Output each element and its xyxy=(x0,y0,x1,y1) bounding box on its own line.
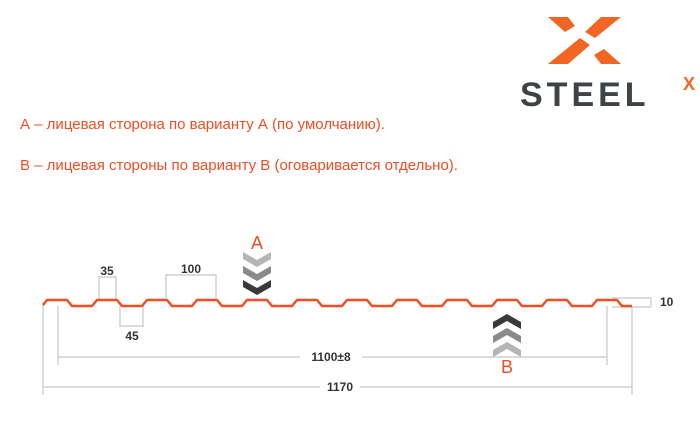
face-b-label: B xyxy=(501,357,513,377)
dim-35-lines xyxy=(98,276,117,300)
chevron xyxy=(243,280,271,295)
dim-height: 10 xyxy=(660,295,674,309)
dim-pitch: 100 xyxy=(181,262,201,276)
chevron xyxy=(493,314,521,329)
face-b-arrow-icon xyxy=(493,314,521,357)
dim-total-width: 1170 xyxy=(327,380,353,394)
face-a-arrow-icon xyxy=(243,252,271,295)
face-a-label: A xyxy=(251,233,263,253)
dim-100-lines xyxy=(165,274,217,298)
logo-superscript: X xyxy=(683,74,696,94)
logo-text: STEEL xyxy=(520,76,650,114)
logo-mark xyxy=(548,17,621,64)
note-face-a: А – лицевая сторона по варианту А (по ум… xyxy=(20,116,385,133)
dim-45-lines xyxy=(119,306,144,327)
dim-working-width: 1100±8 xyxy=(311,350,351,364)
dim-top-width: 35 xyxy=(100,264,114,278)
sheet-profile xyxy=(42,298,632,308)
chevron xyxy=(243,266,271,281)
chevron xyxy=(493,328,521,343)
dim-bottom-width: 45 xyxy=(125,329,139,343)
chevron xyxy=(493,342,521,357)
dim-1170-lines xyxy=(42,303,633,395)
chevron xyxy=(243,252,271,267)
dim-1100-lines xyxy=(57,306,608,365)
note-face-b: В – лицевая стороны по варианту В (огова… xyxy=(20,157,458,174)
